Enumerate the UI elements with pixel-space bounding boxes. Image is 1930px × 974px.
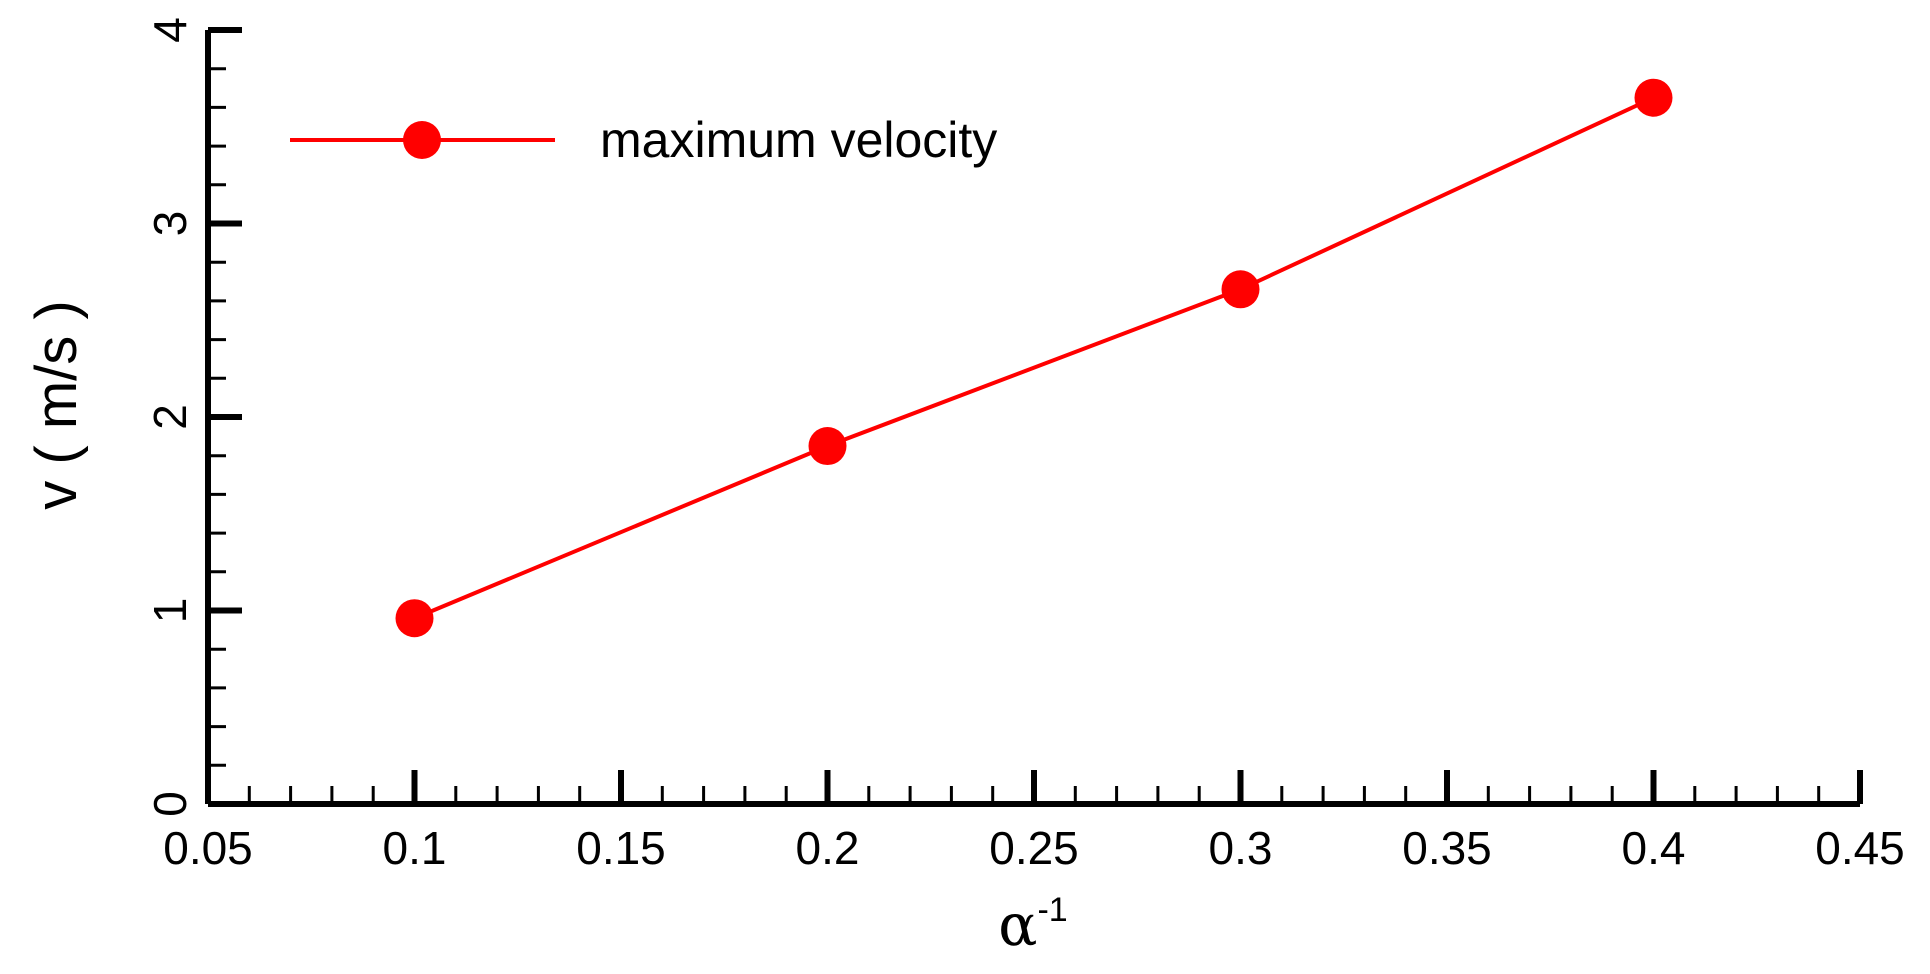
x-tick-label: 0.4 — [1622, 822, 1686, 874]
legend-marker — [403, 121, 441, 159]
x-tick-label: 0.35 — [1402, 822, 1492, 874]
y-tick-label: 1 — [144, 598, 196, 624]
x-tick-label: 0.1 — [383, 822, 447, 874]
x-axis-title-superscript: -1 — [1037, 891, 1067, 929]
x-tick-label: 0.2 — [796, 822, 860, 874]
tick-labels: 0.05 0.1 0.15 0.2 0.25 0.3 0.35 0.4 0.45 0 1 2 3 4 — [144, 17, 1905, 874]
axes — [205, 30, 1860, 807]
series — [395, 78, 1673, 638]
data-point — [808, 427, 847, 466]
y-tick-label: 2 — [144, 404, 196, 430]
x-tick-label: 0.45 — [1815, 822, 1905, 874]
series-line — [413, 95, 1655, 621]
ticks — [205, 27, 1863, 807]
data-point — [395, 599, 434, 638]
y-tick-label: 0 — [144, 791, 196, 817]
x-axis-title: α-1 — [998, 891, 1067, 959]
x-tick-label: 0.3 — [1209, 822, 1273, 874]
x-tick-label: 0.25 — [989, 822, 1079, 874]
legend-label: maximum velocity — [600, 112, 997, 168]
y-tick-label: 4 — [144, 17, 196, 43]
x-tick-label: 0.05 — [163, 822, 253, 874]
x-tick-label: 0.15 — [576, 822, 666, 874]
x-axis-title-symbol: α — [998, 891, 1037, 959]
legend: maximum velocity — [290, 112, 997, 168]
data-point — [1634, 78, 1673, 117]
y-axis-title: v ( m/s ) — [24, 300, 89, 509]
data-point — [1221, 270, 1260, 309]
y-tick-label: 3 — [144, 211, 196, 237]
